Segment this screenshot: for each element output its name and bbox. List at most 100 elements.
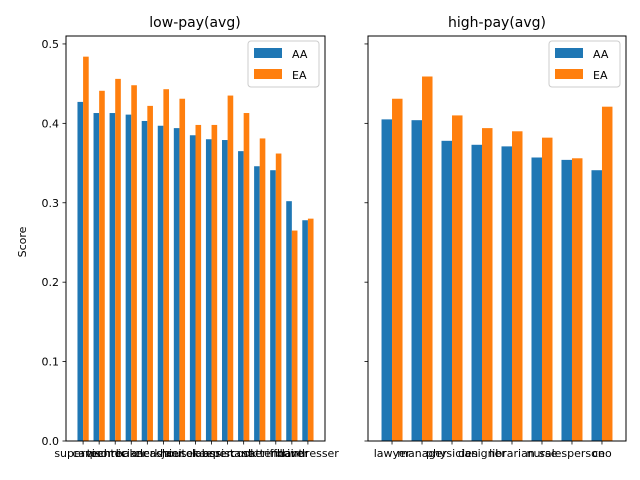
bar-ea-laborer: [211, 124, 218, 441]
legend-swatch-ea: [555, 69, 583, 79]
bar-ea-nurse: [541, 137, 553, 441]
x-tick-label: cashier: [143, 447, 183, 460]
bar-ea-supervisor: [83, 56, 89, 442]
x-tick-label: hairdresser: [277, 447, 339, 460]
y-ticks: [364, 43, 368, 442]
bar-aa-designer: [471, 144, 483, 442]
bar-aa-clerk: [141, 120, 148, 441]
bar-ea-carpenter: [99, 90, 105, 441]
bar-aa-supervisor: [77, 101, 84, 441]
x-tick-label: sheriff: [242, 447, 277, 460]
bar-aa-ceo: [591, 170, 602, 441]
legend-swatch-ea: [254, 69, 282, 79]
bar-aa-librarian: [501, 146, 512, 441]
bar-ea-driver: [291, 230, 298, 441]
y-axis-label: Score: [16, 226, 29, 257]
bar-aa-laborer: [205, 139, 212, 442]
bar-aa-lawyer: [381, 119, 393, 441]
x-ticks: lawyermanagerphysiciandesignerlibrariann…: [374, 441, 612, 460]
legend-label-ea: EA: [292, 69, 307, 82]
x-tick-label: physician: [426, 447, 478, 460]
legend-label-aa: AA: [292, 48, 308, 61]
bar-ea-lawyer: [392, 98, 403, 442]
bar-aa-housekeeper: [189, 135, 196, 441]
x-tick-label: librarian: [489, 447, 535, 460]
legend: AA EA: [548, 40, 621, 88]
y-tick-label: 0.2: [42, 276, 60, 289]
bar-aa-attendant: [270, 170, 276, 441]
y-tick-label: 0.5: [42, 38, 60, 51]
x-tick-label: clerk: [134, 447, 161, 460]
panel-low-pay: low-pay(avg) Score supervisorcarpenterte…: [16, 15, 339, 460]
bar-ea-technician: [115, 78, 121, 441]
legend-label-ea: EA: [593, 69, 608, 82]
bar-ea-attendant: [275, 153, 282, 441]
bar-ea-cook: [243, 113, 250, 441]
x-tick-label: janitor: [161, 447, 198, 460]
bar-ea-janitor: [179, 98, 186, 442]
bar-aa-assistant: [222, 140, 228, 441]
legend-swatch-aa: [555, 48, 583, 58]
bar-ea-designer: [482, 128, 493, 441]
bar-ea-ceo: [601, 106, 613, 442]
axes-frame: [65, 35, 326, 442]
x-tick-label: manager: [397, 447, 447, 460]
bar-aa-nurse: [531, 157, 542, 441]
x-tick-label: laborer: [192, 447, 232, 460]
bar-ea-housekeeper: [195, 124, 202, 441]
bar-ea-hairdresser: [307, 218, 314, 441]
x-tick-label: carpenter: [72, 447, 126, 460]
x-tick-label: assistant: [203, 447, 253, 460]
bar-ea-manager: [422, 76, 433, 441]
y-ticks: 0.0 0.1 0.2 0.3 0.4 0.5: [42, 38, 66, 448]
x-tick-label: salesperson: [539, 447, 605, 460]
x-tick-label: technician: [87, 447, 144, 460]
bar-aa-sheriff: [254, 166, 260, 442]
axes-frame: [367, 35, 627, 442]
panel-high-pay: high-pay(avg) lawyermanagerphysiciandesi…: [364, 15, 627, 460]
chart-title: low-pay(avg): [149, 15, 240, 31]
y-tick-label: 0.3: [42, 197, 60, 210]
bar-ea-cashier: [163, 89, 169, 442]
x-tick-label: lawyer: [374, 447, 411, 460]
legend-box: [247, 40, 320, 88]
bar-aa-driver: [286, 201, 292, 441]
bar-ea-assistant: [227, 95, 234, 441]
bar-ea-librarian: [512, 131, 523, 442]
legend-box: [548, 40, 621, 88]
x-tick-label: cook: [231, 447, 258, 460]
y-tick-label: 0.0: [42, 435, 60, 448]
y-tick-label: 0.4: [42, 117, 60, 130]
bar-aa-physician: [441, 140, 453, 441]
x-tick-label: housekeeper: [160, 447, 231, 460]
bar-aa-hairdresser: [302, 220, 308, 441]
chart-title: high-pay(avg): [448, 15, 546, 31]
x-tick-label: supervisor: [54, 447, 112, 460]
bar-ea-physician: [452, 115, 463, 441]
bar-ea-salesperson: [571, 158, 583, 442]
x-tick-label: nurse: [527, 447, 558, 460]
bar-aa-carpenter: [93, 113, 100, 441]
bar-aa-technician: [109, 113, 116, 441]
bar-aa-salesperson: [561, 159, 572, 441]
legend: AA EA: [247, 40, 320, 88]
x-tick-label: driver: [276, 447, 309, 460]
bar-aa-cashier: [157, 125, 164, 442]
bar-aa-janitor: [173, 128, 180, 441]
x-ticks: supervisorcarpentertechnicianbakerclerkc…: [54, 441, 339, 460]
x-tick-label: ceo: [592, 447, 612, 460]
legend-label-aa: AA: [593, 48, 609, 61]
x-tick-label: attendant: [249, 447, 304, 460]
bar-aa-manager: [411, 120, 423, 442]
x-tick-label: baker: [116, 447, 147, 460]
bar-aa-cook: [238, 151, 244, 441]
x-tick-label: designer: [458, 447, 506, 460]
bars-group: [381, 76, 613, 442]
bar-ea-sheriff: [259, 138, 266, 441]
legend-swatch-aa: [254, 48, 282, 58]
bars-group: [77, 56, 314, 442]
bar-ea-clerk: [147, 105, 153, 441]
bar-ea-baker: [131, 85, 137, 442]
y-tick-label: 0.1: [42, 356, 60, 369]
